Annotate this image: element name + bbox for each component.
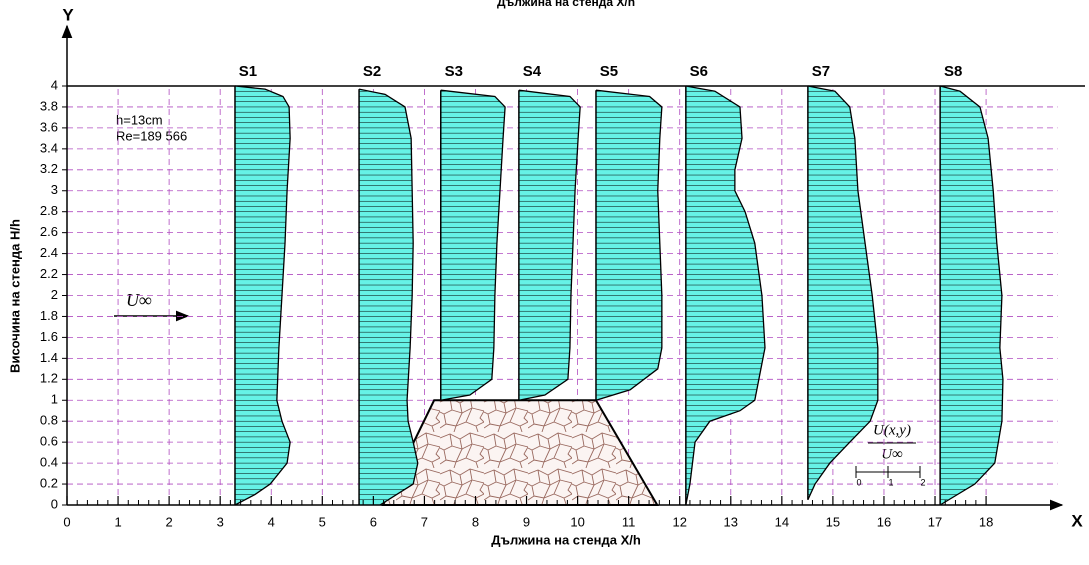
x-axis-label: Дължина на стенда X/h bbox=[491, 532, 641, 547]
annotation: Re=189 566 bbox=[116, 128, 187, 143]
y-tick-label: 3 bbox=[51, 182, 58, 197]
obstacle bbox=[383, 400, 657, 505]
scale-tick-label: 0 bbox=[856, 477, 861, 487]
y-axis-letter: Y bbox=[62, 5, 74, 24]
y-tick-label: 3.2 bbox=[40, 161, 58, 176]
y-tick-label: 2.2 bbox=[40, 266, 58, 281]
x-tick-label: 11 bbox=[622, 514, 636, 529]
x-tick-label: 0 bbox=[63, 514, 70, 529]
y-tick-label: 3.8 bbox=[40, 98, 58, 113]
station-label: S5 bbox=[600, 63, 618, 80]
y-tick-label: 1.6 bbox=[40, 329, 58, 344]
profile-area bbox=[596, 90, 662, 400]
y-tick-label: 1.4 bbox=[40, 350, 58, 365]
station-label: S3 bbox=[445, 63, 463, 80]
x-tick-label: 15 bbox=[826, 514, 840, 529]
station-label: S4 bbox=[523, 63, 542, 80]
x-tick-label: 10 bbox=[570, 514, 584, 529]
x-tick-label: 9 bbox=[523, 514, 530, 529]
x-tick-label: 2 bbox=[166, 514, 173, 529]
annotation: h=13cm bbox=[116, 112, 163, 127]
x-tick-label: 3 bbox=[217, 514, 224, 529]
x-tick-label: 1 bbox=[114, 514, 121, 529]
scale-denominator: U∞ bbox=[881, 446, 903, 462]
y-tick-label: 2 bbox=[51, 287, 58, 302]
scale-tick-label: 1 bbox=[888, 477, 893, 487]
chart: Дължина на стенда X/h Дължина на стенда … bbox=[0, 0, 1089, 565]
x-tick-label: 5 bbox=[319, 514, 326, 529]
x-tick-label: 18 bbox=[979, 514, 993, 529]
x-tick-label: 14 bbox=[775, 514, 789, 529]
y-tick-label: 2.6 bbox=[40, 224, 58, 239]
profile-area bbox=[808, 86, 878, 500]
x-tick-label: 6 bbox=[370, 514, 377, 529]
y-tick-label: 0 bbox=[51, 496, 58, 511]
profile-area bbox=[441, 90, 505, 400]
y-tick-label: 3.6 bbox=[40, 119, 58, 134]
y-axis-label: Височина на стенда H/h bbox=[7, 219, 22, 373]
y-tick-label: 1.8 bbox=[40, 308, 58, 323]
x-axis-letter: X bbox=[1071, 511, 1083, 530]
x-tick-label: 7 bbox=[421, 514, 428, 529]
y-tick-label: 1.2 bbox=[40, 371, 58, 386]
x-tick-label: 8 bbox=[472, 514, 479, 529]
x-tick-label: 4 bbox=[268, 514, 275, 529]
x-tick-label: 17 bbox=[928, 514, 942, 529]
station-label: S6 bbox=[690, 63, 708, 80]
y-tick-label: 0.6 bbox=[40, 434, 58, 449]
y-tick-label: 2.4 bbox=[40, 245, 58, 260]
y-tick-label: 0.4 bbox=[40, 455, 58, 470]
x-tick-label: 12 bbox=[672, 514, 686, 529]
station-label: S2 bbox=[363, 63, 381, 80]
y-tick-label: 1 bbox=[51, 392, 58, 407]
profile-area bbox=[359, 89, 418, 505]
y-tick-label: 2.8 bbox=[40, 203, 58, 218]
page: Дължина на стенда X/h Дължина на стенда … bbox=[0, 0, 1089, 565]
station-label: S7 bbox=[812, 63, 830, 80]
freestream-label: U∞ bbox=[126, 290, 152, 310]
scale-numerator: U(x,y) bbox=[873, 422, 911, 438]
y-tick-label: 3.4 bbox=[40, 140, 58, 155]
x-tick-label: 13 bbox=[724, 514, 738, 529]
x-tick-label: 16 bbox=[877, 514, 891, 529]
profile-area bbox=[519, 90, 580, 400]
station-label: S1 bbox=[239, 63, 257, 80]
y-tick-label: 4 bbox=[51, 77, 58, 92]
chart-title: Дължина на стенда X/h bbox=[497, 0, 635, 9]
scale-tick-label: 2 bbox=[920, 477, 925, 487]
y-tick-label: 0.8 bbox=[40, 413, 58, 428]
station-label: S8 bbox=[944, 63, 962, 80]
y-tick-label: 0.2 bbox=[40, 475, 58, 490]
